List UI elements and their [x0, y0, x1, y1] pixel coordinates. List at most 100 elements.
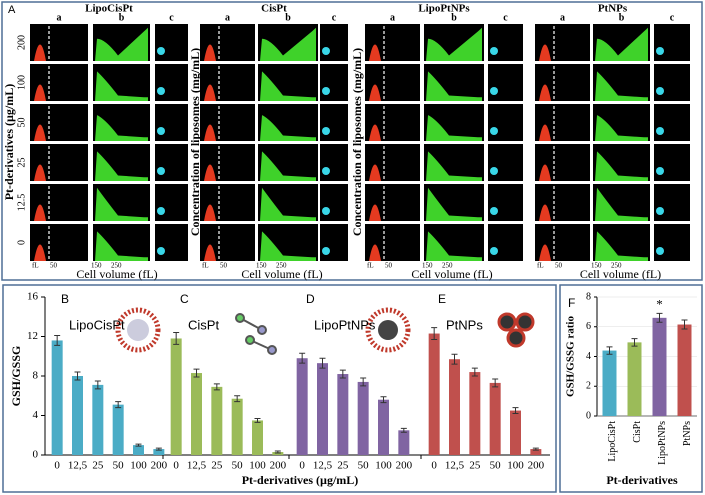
x-axis-label: Cell volume (fL): [580, 267, 661, 281]
volume-peak: [369, 164, 381, 181]
scatter-blob: [490, 47, 498, 55]
volume-peak: [539, 44, 551, 61]
volume-peak: [369, 84, 381, 101]
green-histogram: [426, 187, 482, 221]
bar: [191, 373, 202, 455]
scatter-blob: [656, 127, 664, 135]
column-label: c: [503, 12, 508, 23]
panel-label: D: [306, 292, 315, 306]
scatter-blob: [490, 247, 498, 255]
panel-label: A: [8, 4, 16, 16]
volume-peak: [34, 84, 46, 101]
liposome-label: 0: [672, 192, 678, 206]
error-bar: [380, 396, 387, 404]
x-axis-label: Pt-derivatives: [606, 473, 678, 487]
liposome-label: 0: [672, 32, 678, 46]
x-tick-label: 100: [375, 460, 392, 472]
panel-be-frame: [2, 284, 557, 493]
liposome-label: 0: [672, 72, 678, 86]
y-axis-label: Pt-derivatives (µg/mL): [2, 84, 16, 201]
scatter-blob: [157, 87, 165, 95]
column-label: b: [119, 12, 125, 23]
bar: [170, 338, 182, 455]
axis-tick-label: 50: [50, 262, 58, 270]
axis-tick-label: 150: [422, 262, 433, 270]
scatter-blob: [322, 87, 330, 95]
x-tick-label: 0: [54, 460, 60, 472]
cell-image: [320, 64, 348, 101]
column-label: b: [285, 12, 291, 23]
error-bar: [339, 369, 346, 379]
liposome-label: 0: [506, 232, 512, 246]
volume-peak: [204, 204, 216, 221]
green-histogram: [260, 231, 316, 261]
column-label: c: [169, 12, 174, 23]
volume-peak: [369, 44, 381, 61]
y-tick-label: 8: [33, 370, 39, 382]
bar: [677, 324, 692, 416]
scatter-blob: [322, 247, 330, 255]
scatter-blob: [656, 247, 664, 255]
x-tick-label: 12,5: [445, 460, 465, 472]
axis-tick-label: 150: [91, 262, 102, 270]
green-histogram: [595, 27, 648, 61]
axis-tick-label: 50: [385, 262, 393, 270]
error-bar: [213, 383, 220, 391]
axis-tick-label: fL: [32, 262, 39, 270]
axis-tick-label: 150: [256, 262, 267, 270]
green-histogram: [426, 115, 482, 141]
x-tick-label: 50: [358, 460, 370, 472]
bar: [252, 420, 263, 455]
green-histogram: [95, 27, 148, 61]
x-tick-label: 200: [151, 460, 168, 472]
scatter-blob: [157, 127, 165, 135]
axis-tick-label: 50: [220, 262, 228, 270]
bar: [652, 317, 667, 416]
green-histogram: [426, 151, 482, 181]
axis-tick-label: fL: [537, 262, 544, 270]
row-label: 200: [16, 35, 27, 50]
bar: [72, 376, 83, 455]
series-name: LipoPtNPs: [314, 317, 376, 332]
liposome-label: 0: [172, 232, 178, 246]
column-label: b: [619, 12, 625, 23]
scatter-blob: [157, 207, 165, 215]
volume-peak: [369, 244, 381, 261]
liposome-label: 5: [172, 72, 178, 86]
axis-tick-label: 150: [591, 262, 602, 270]
row-label: 12.5: [16, 194, 27, 212]
error-bar: [360, 377, 367, 387]
x-tick-label: 200: [528, 460, 545, 472]
y-tick-label: 2: [586, 381, 591, 392]
y-tick-label: 6: [586, 321, 591, 332]
error-bar: [254, 417, 261, 423]
scatter-blob: [322, 207, 330, 215]
y-axis-label: GSH/GSSG: [9, 346, 23, 407]
x-tick-label: 50: [113, 460, 125, 472]
volume-peak: [204, 124, 216, 141]
x-tick-label: 25: [92, 460, 104, 472]
green-histogram: [426, 71, 482, 101]
liposome-label: 5: [506, 72, 512, 86]
x-axis-label: Pt-derivatives (µg/mL): [242, 473, 359, 487]
y-tick-label: 4: [33, 409, 39, 421]
volume-peak: [539, 84, 551, 101]
green-histogram: [260, 71, 316, 101]
nanoparticle-icon: [497, 312, 535, 348]
liposome-label: 2.5: [501, 112, 516, 126]
bar: [296, 358, 308, 455]
green-histogram: [95, 187, 148, 221]
volume-peak: [539, 244, 551, 261]
volume-peak: [34, 244, 46, 261]
green-histogram: [260, 115, 316, 141]
bar: [602, 350, 617, 416]
bar: [211, 386, 223, 455]
panel-a-frame: [1, 1, 703, 281]
column-label: b: [451, 12, 457, 23]
green-histogram: [95, 71, 148, 101]
volume-peak: [204, 84, 216, 101]
x-tick-label: 200: [396, 460, 413, 472]
error-bar: [54, 335, 61, 346]
scatter-blob: [322, 47, 330, 55]
